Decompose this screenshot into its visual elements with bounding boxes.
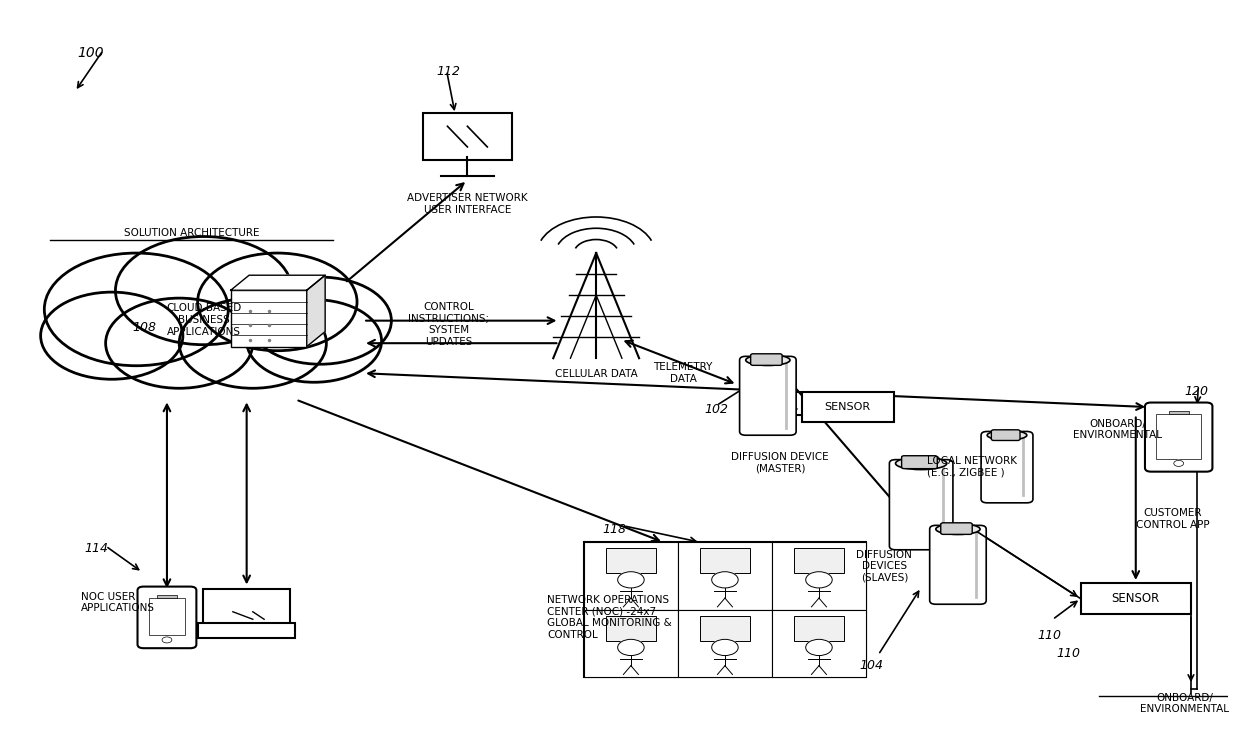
Bar [1169,411,1188,414]
Circle shape [180,298,326,388]
Circle shape [1174,461,1184,467]
Circle shape [115,237,293,345]
FancyBboxPatch shape [991,430,1021,440]
Circle shape [618,639,644,655]
Circle shape [249,277,392,364]
Circle shape [45,253,228,366]
Text: NETWORK OPERATIONS
CENTER (NOC) -24x7
GLOBAL MONITORING &
CONTROL: NETWORK OPERATIONS CENTER (NOC) -24x7 GL… [547,595,672,640]
Text: 112: 112 [436,66,461,78]
FancyBboxPatch shape [701,548,750,573]
Text: 110: 110 [1038,629,1061,642]
Ellipse shape [936,524,980,535]
Circle shape [712,639,738,655]
Text: CELLULAR DATA: CELLULAR DATA [554,369,637,379]
FancyBboxPatch shape [584,542,866,678]
Bar [231,290,306,347]
FancyBboxPatch shape [795,615,843,641]
Text: LOCAL NETWORK
(E.G., ZIGBEE ): LOCAL NETWORK (E.G., ZIGBEE ) [928,456,1017,478]
Bar [678,610,773,678]
Circle shape [41,292,182,379]
Polygon shape [306,275,325,347]
Circle shape [618,572,644,588]
Text: CUSTOMER
CONTROL APP: CUSTOMER CONTROL APP [1136,508,1209,530]
FancyBboxPatch shape [606,615,656,641]
FancyBboxPatch shape [606,548,656,573]
Polygon shape [231,275,325,290]
FancyBboxPatch shape [423,113,512,161]
Circle shape [247,299,382,382]
Bar [584,542,678,610]
Text: ONBOARD/
ENVIRONMENTAL: ONBOARD/ ENVIRONMENTAL [1073,418,1162,440]
FancyBboxPatch shape [198,623,295,638]
Bar [149,598,185,636]
Text: DIFFUSION
DEVICES
(SLAVES): DIFFUSION DEVICES (SLAVES) [857,550,913,583]
Text: 120: 120 [1185,385,1209,397]
Bar [1156,414,1202,459]
Circle shape [197,253,357,351]
Text: CONTROL
INSTRUCTIONS;
SYSTEM
UPDATES: CONTROL INSTRUCTIONS; SYSTEM UPDATES [408,302,490,347]
FancyBboxPatch shape [981,431,1033,503]
Bar [157,595,177,598]
FancyBboxPatch shape [930,526,986,604]
FancyBboxPatch shape [901,455,937,469]
Text: 102: 102 [704,403,728,416]
FancyBboxPatch shape [750,354,782,366]
Text: 104: 104 [859,659,884,672]
Text: 100: 100 [77,47,104,60]
Circle shape [806,572,832,588]
Text: TELEMETRY
DATA: TELEMETRY DATA [653,363,713,384]
Circle shape [105,298,253,388]
Text: ONBOARD/
ENVIRONMENTAL: ONBOARD/ ENVIRONMENTAL [1141,692,1229,714]
Text: 118: 118 [603,523,626,537]
Circle shape [162,637,172,643]
Ellipse shape [987,431,1027,440]
FancyBboxPatch shape [701,615,750,641]
FancyBboxPatch shape [795,548,843,573]
Text: CLOUD-BASED
BUSINESS
APPLICATIONS: CLOUD-BASED BUSINESS APPLICATIONS [166,303,242,336]
Text: NOC USER
APPLICATIONS: NOC USER APPLICATIONS [81,592,155,613]
Ellipse shape [895,457,947,470]
Bar [678,542,773,610]
Text: 108: 108 [133,320,156,334]
FancyBboxPatch shape [801,392,894,422]
Circle shape [712,572,738,588]
Text: ADVERTISER NETWORK
USER INTERFACE: ADVERTISER NETWORK USER INTERFACE [407,193,528,215]
Text: SENSOR: SENSOR [825,402,870,412]
FancyBboxPatch shape [739,357,796,435]
FancyBboxPatch shape [203,589,290,631]
Text: 114: 114 [84,542,109,555]
FancyBboxPatch shape [1145,403,1213,472]
Ellipse shape [745,354,790,366]
FancyBboxPatch shape [941,523,972,535]
Text: SOLUTION ARCHITECTURE: SOLUTION ARCHITECTURE [124,228,259,238]
Bar [773,610,866,678]
FancyBboxPatch shape [1080,583,1190,615]
Text: 110: 110 [1056,648,1080,661]
FancyBboxPatch shape [138,587,196,648]
Bar [584,610,678,678]
Bar [773,542,866,610]
Text: SENSOR: SENSOR [1111,592,1159,605]
Text: DIFFUSION DEVICE
(MASTER): DIFFUSION DEVICE (MASTER) [732,452,828,474]
Circle shape [806,639,832,655]
FancyBboxPatch shape [889,460,952,550]
